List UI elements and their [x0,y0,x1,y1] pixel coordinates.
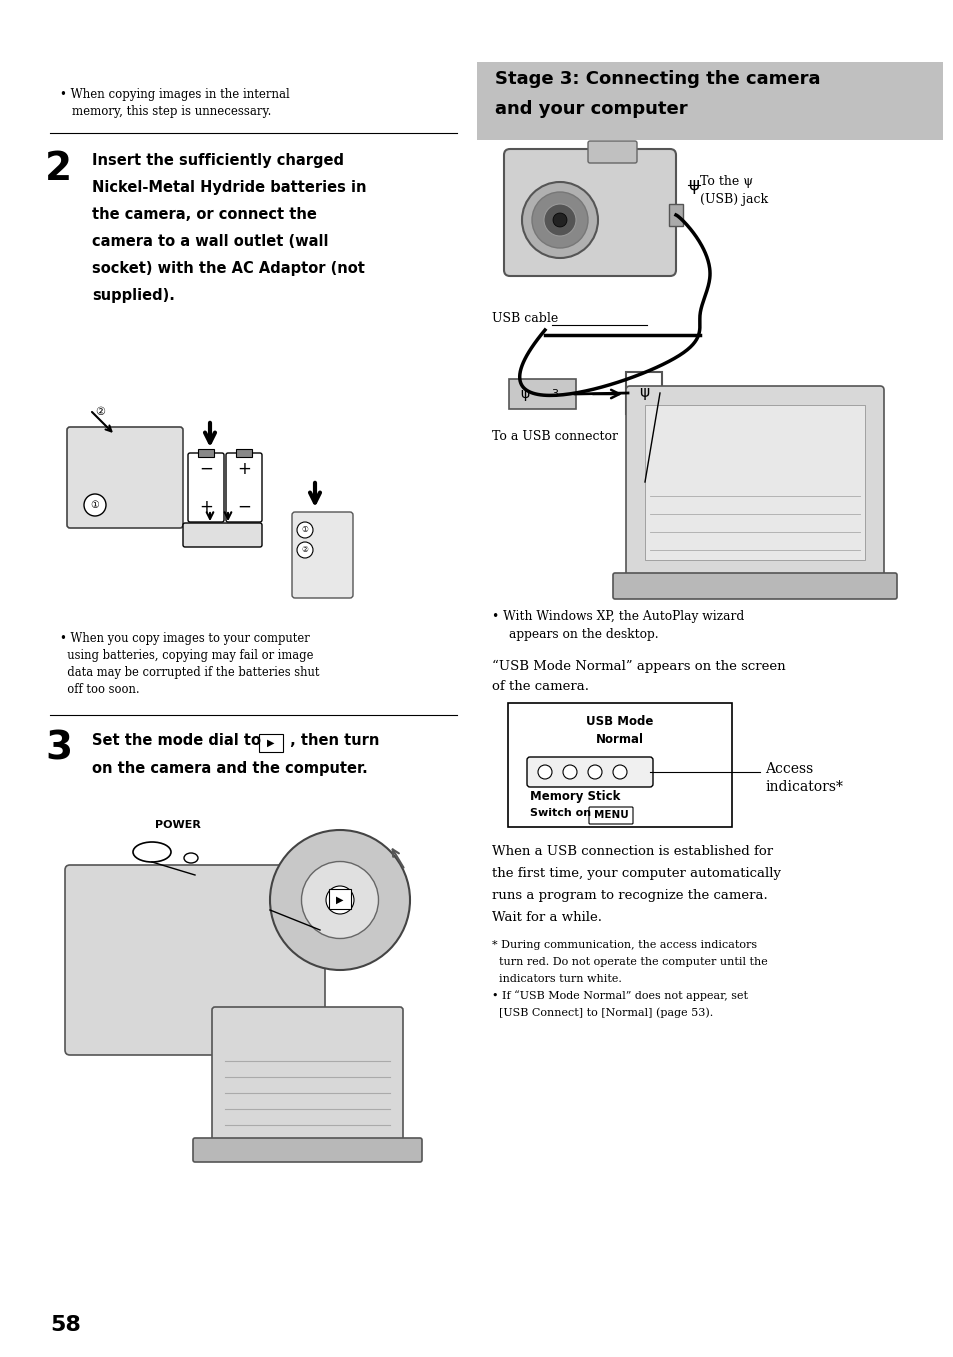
FancyBboxPatch shape [503,149,676,275]
Text: • With Windows XP, the AutoPlay wizard: • With Windows XP, the AutoPlay wizard [492,611,743,623]
Text: data may be corrupted if the batteries shut: data may be corrupted if the batteries s… [60,666,319,678]
Text: ▶: ▶ [335,896,343,905]
FancyBboxPatch shape [67,427,183,528]
FancyBboxPatch shape [198,449,213,457]
Text: , then turn: , then turn [285,733,379,748]
Text: USB Mode: USB Mode [586,715,653,727]
Ellipse shape [132,841,171,862]
FancyBboxPatch shape [644,404,864,560]
Text: USB cable: USB cable [492,312,558,324]
Text: of the camera.: of the camera. [492,680,588,693]
FancyBboxPatch shape [625,385,883,579]
FancyBboxPatch shape [258,734,283,752]
Circle shape [301,862,378,939]
Text: indicators turn white.: indicators turn white. [492,974,621,984]
FancyBboxPatch shape [65,864,325,1054]
Text: 2: 2 [45,151,72,189]
FancyBboxPatch shape [507,703,731,826]
Text: using batteries, copying may fail or image: using batteries, copying may fail or ima… [60,649,314,662]
FancyBboxPatch shape [193,1139,421,1162]
Circle shape [521,182,598,258]
Circle shape [543,204,576,236]
Text: indicators*: indicators* [764,780,842,794]
Circle shape [270,830,410,970]
Text: 58: 58 [50,1315,81,1335]
Text: socket) with the AC Adaptor (not: socket) with the AC Adaptor (not [91,261,364,275]
FancyBboxPatch shape [292,512,353,598]
FancyBboxPatch shape [625,372,661,414]
Circle shape [532,191,587,248]
Text: and your computer: and your computer [495,100,687,118]
FancyBboxPatch shape [212,1007,402,1143]
Circle shape [326,886,354,915]
FancyBboxPatch shape [613,573,896,598]
FancyBboxPatch shape [183,522,262,547]
Text: To the ψ: To the ψ [700,175,752,189]
FancyBboxPatch shape [526,757,652,787]
Text: [USB Connect] to [Normal] (page 53).: [USB Connect] to [Normal] (page 53). [492,1007,713,1018]
Text: −: − [236,498,251,516]
Text: ②: ② [301,546,308,555]
FancyBboxPatch shape [476,62,942,140]
Text: Normal: Normal [596,733,643,746]
Text: memory, this step is unnecessary.: memory, this step is unnecessary. [71,104,271,118]
Text: To a USB connector: To a USB connector [492,430,618,442]
Circle shape [296,541,313,558]
Text: supplied).: supplied). [91,288,174,303]
Text: When a USB connection is established for: When a USB connection is established for [492,845,772,858]
Text: Memory Stick: Memory Stick [530,790,619,803]
Text: off too soon.: off too soon. [60,683,139,696]
FancyBboxPatch shape [226,453,262,522]
Circle shape [553,213,566,227]
Text: (USB) jack: (USB) jack [700,193,767,206]
Text: • When you copy images to your computer: • When you copy images to your computer [60,632,310,645]
Text: POWER: POWER [154,820,201,830]
FancyBboxPatch shape [329,889,351,909]
FancyBboxPatch shape [587,141,637,163]
Text: ψ: ψ [639,385,648,400]
Circle shape [587,765,601,779]
Text: ψ: ψ [520,387,529,402]
Text: Set the mode dial to: Set the mode dial to [91,733,261,748]
Text: ①: ① [301,525,308,535]
Text: • If “USB Mode Normal” does not appear, set: • If “USB Mode Normal” does not appear, … [492,991,747,1000]
Text: +: + [199,498,213,516]
Text: • When copying images in the internal: • When copying images in the internal [60,88,290,100]
Text: “USB Mode Normal” appears on the screen: “USB Mode Normal” appears on the screen [492,660,785,673]
Text: Nickel-Metal Hydride batteries in: Nickel-Metal Hydride batteries in [91,180,366,195]
Text: Access: Access [764,763,812,776]
Text: Insert the sufficiently charged: Insert the sufficiently charged [91,153,344,168]
Text: appears on the desktop.: appears on the desktop. [509,628,658,641]
FancyBboxPatch shape [509,379,576,408]
FancyBboxPatch shape [235,449,252,457]
Circle shape [562,765,577,779]
Text: ψ: ψ [687,176,699,194]
Text: * During communication, the access indicators: * During communication, the access indic… [492,940,757,950]
Text: 3: 3 [45,730,72,768]
Text: 3: 3 [551,389,558,399]
Text: on the camera and the computer.: on the camera and the computer. [91,761,367,776]
Text: the camera, or connect the: the camera, or connect the [91,208,316,223]
Text: MENU: MENU [593,810,628,820]
FancyBboxPatch shape [188,453,224,522]
Text: the first time, your computer automatically: the first time, your computer automatica… [492,867,781,879]
Text: Wait for a while.: Wait for a while. [492,911,601,924]
FancyBboxPatch shape [668,204,682,227]
Text: ▶: ▶ [267,738,274,748]
FancyBboxPatch shape [588,807,633,824]
Text: runs a program to recognize the camera.: runs a program to recognize the camera. [492,889,767,902]
Circle shape [296,522,313,537]
Text: camera to a wall outlet (wall: camera to a wall outlet (wall [91,233,328,248]
Text: turn red. Do not operate the computer until the: turn red. Do not operate the computer un… [492,957,767,968]
Circle shape [537,765,552,779]
Text: +: + [236,460,251,478]
Text: Stage 3: Connecting the camera: Stage 3: Connecting the camera [495,71,820,88]
Text: ②: ② [95,407,105,417]
Text: −: − [199,460,213,478]
Circle shape [84,494,106,516]
Ellipse shape [184,854,198,863]
Circle shape [613,765,626,779]
Text: ①: ① [91,499,99,510]
Text: Switch on: Switch on [530,807,595,818]
